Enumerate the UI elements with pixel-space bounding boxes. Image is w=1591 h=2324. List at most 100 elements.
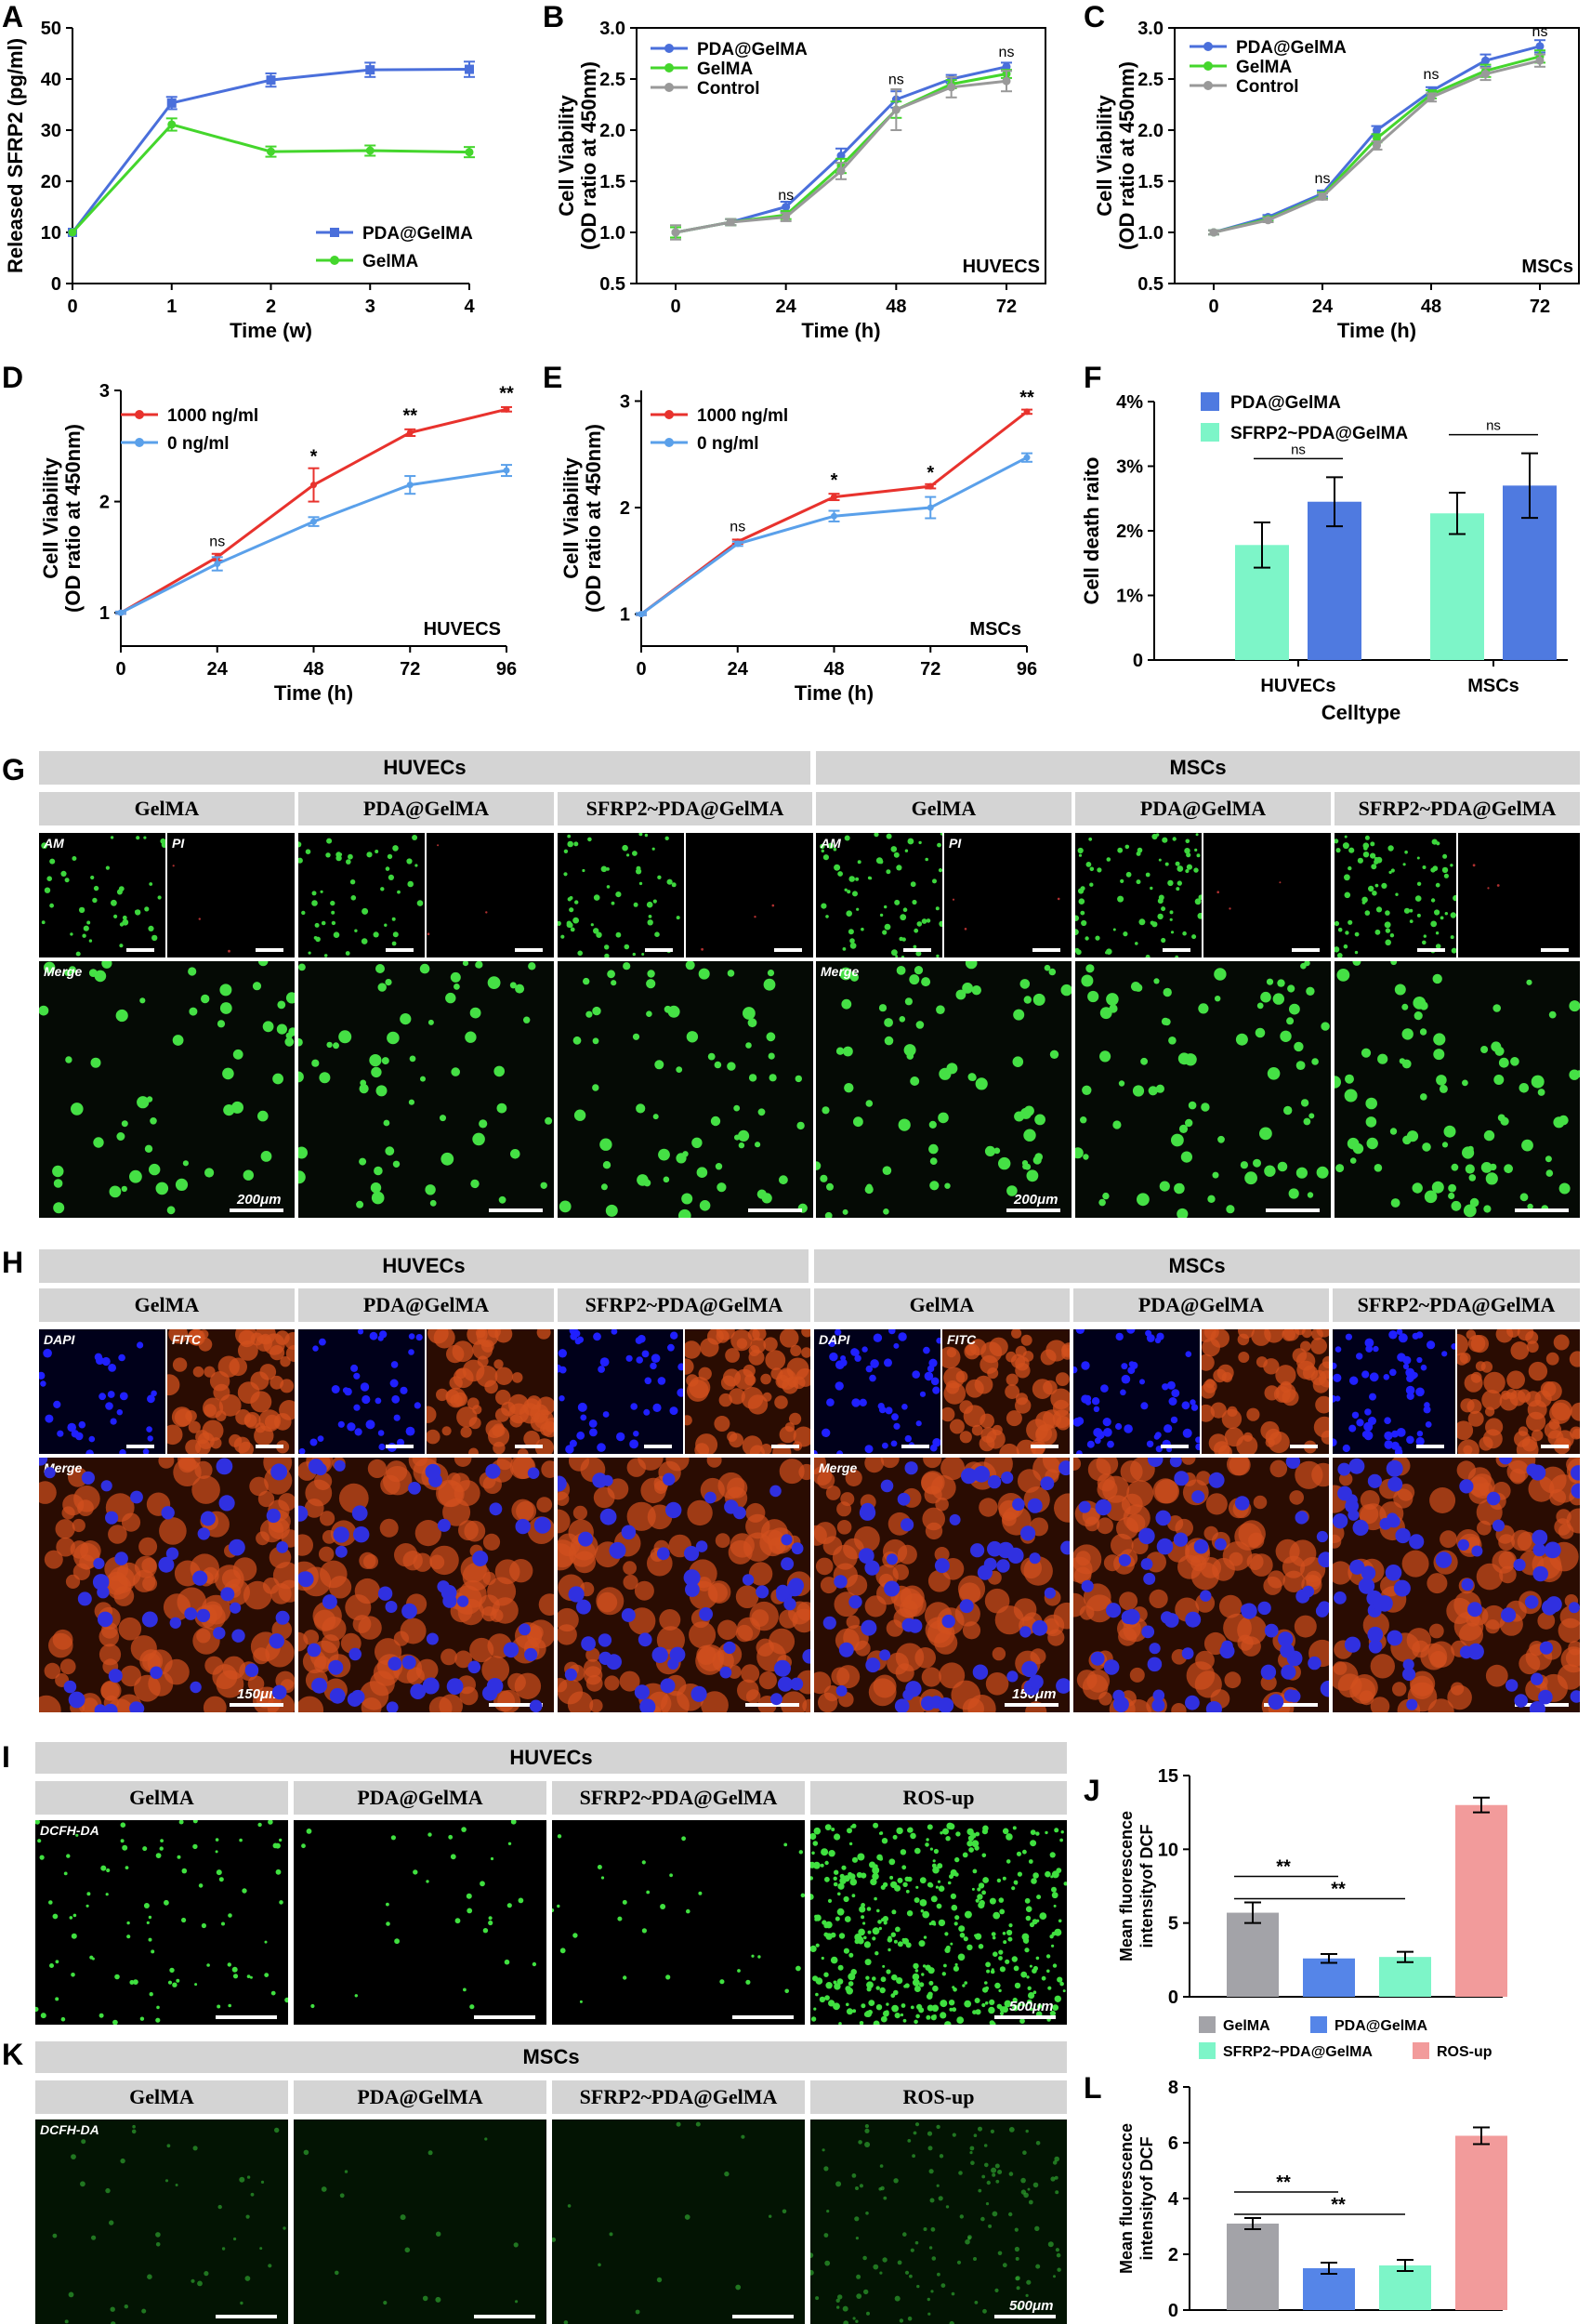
data-point — [406, 482, 414, 489]
cell-mark — [63, 1680, 77, 1694]
cell-mark — [481, 1656, 510, 1684]
cell-mark — [60, 870, 67, 877]
cell-mark — [61, 1506, 75, 1520]
y-axis-label: Released SFRP2 (pg/ml) — [4, 38, 27, 273]
cell-mark — [1158, 894, 1164, 901]
cell-mark — [314, 1472, 333, 1490]
cell-mark — [983, 1557, 997, 1571]
cell-mark — [109, 2220, 114, 2225]
cell-mark — [813, 1827, 822, 1835]
cell-mark — [558, 1679, 584, 1705]
cell-mark — [893, 2178, 899, 2184]
cell-mark — [765, 1350, 786, 1370]
cell-mark — [1055, 2248, 1059, 2252]
y-axis-label-2: (OD ratio at 450nm) — [582, 424, 605, 613]
cell-mark — [927, 1991, 933, 1998]
cell-mark — [743, 1364, 756, 1378]
cell-mark — [177, 1855, 181, 1859]
data-point — [782, 213, 791, 221]
cell-mark — [377, 983, 387, 992]
cell-mark — [1412, 1182, 1423, 1194]
cell-mark — [275, 1868, 282, 1875]
cell-mark — [55, 1997, 59, 2001]
significance-mark: ns — [1424, 67, 1440, 83]
cell-mark — [940, 2283, 946, 2288]
scale-bar-label: 150μm — [237, 1686, 282, 1702]
pi-image: PI — [167, 833, 295, 957]
cell-mark — [901, 2003, 906, 2008]
cell-mark — [1470, 1335, 1489, 1353]
cell-mark — [322, 1530, 336, 1544]
cell-mark — [1303, 1117, 1311, 1126]
cell-mark — [1333, 1561, 1352, 1585]
cell-mark — [1392, 1682, 1407, 1697]
cell-mark — [1390, 1441, 1400, 1450]
cell-mark — [930, 1475, 956, 1500]
x-tick-label: 72 — [1530, 297, 1550, 317]
cell-mark — [298, 1534, 313, 1556]
cell-mark — [974, 2301, 979, 2304]
cell-mark — [1352, 961, 1361, 966]
cell-mark — [1348, 847, 1355, 853]
cell-mark — [896, 1977, 903, 1985]
cell-mark — [135, 910, 138, 914]
scale-bar — [645, 948, 673, 952]
cell-mark — [900, 914, 907, 921]
cell-mark — [957, 1575, 986, 1603]
cell-mark — [1337, 1462, 1351, 1476]
scale-bar-label: 500μm — [1009, 1999, 1054, 2014]
cell-mark — [93, 1557, 105, 1569]
k-sub-rosup: ROS-up — [810, 2080, 1067, 2114]
cell-mark — [345, 951, 350, 956]
cell-mark — [37, 1839, 42, 1843]
cell-mark — [790, 1344, 802, 1356]
cell-mark — [1155, 1084, 1164, 1093]
cell-mark — [1361, 1565, 1376, 1580]
cell-mark — [534, 1438, 554, 1454]
cell-mark — [1363, 846, 1368, 851]
panel-label-k: K — [2, 2038, 24, 2071]
cell-mark — [1506, 1679, 1519, 1692]
cell-mark — [978, 1882, 985, 1889]
cell-mark — [1396, 1428, 1406, 1437]
cell-mark — [599, 1508, 617, 1525]
cell-mark — [1006, 1833, 1013, 1841]
cell-mark — [1275, 1365, 1296, 1386]
cell-mark — [1403, 907, 1411, 914]
cell-mark — [638, 881, 643, 886]
cell-mark — [496, 1458, 513, 1471]
cell-mark — [482, 1474, 502, 1494]
panel-label-g: G — [2, 753, 25, 786]
cell-mark — [141, 2308, 147, 2314]
cell-mark — [519, 1623, 531, 1636]
cell-mark — [727, 1062, 736, 1071]
cell-mark — [984, 1981, 988, 1985]
legend-label: GelMA — [1223, 2018, 1270, 2034]
cell-mark — [110, 2306, 115, 2312]
cell-mark — [837, 871, 843, 877]
cell-mark — [409, 1055, 416, 1063]
cell-mark — [493, 1065, 505, 1077]
channel-label: DAPI — [819, 1332, 850, 1347]
cell-mark — [1034, 2225, 1040, 2231]
scale-bar — [256, 948, 283, 952]
cell-mark — [427, 932, 430, 935]
cell-mark — [1168, 1037, 1177, 1045]
cell-mark — [246, 1974, 251, 1978]
pi-image — [1458, 833, 1580, 957]
cell-mark — [1440, 916, 1444, 920]
cell-mark — [858, 2140, 862, 2145]
cell-mark — [952, 2133, 956, 2137]
cell-mark — [751, 1954, 755, 1958]
cell-mark — [880, 1884, 886, 1890]
cell-mark — [958, 1925, 966, 1933]
cell-mark — [40, 1380, 46, 1387]
cell-mark — [1545, 1352, 1559, 1366]
cell-mark — [1035, 2264, 1041, 2269]
legend-marker — [135, 438, 144, 447]
cell-mark — [1348, 1458, 1365, 1474]
cell-mark — [209, 1371, 230, 1392]
cell-mark — [192, 1843, 198, 1850]
data-point — [310, 518, 317, 525]
cell-mark — [1010, 1353, 1026, 1368]
